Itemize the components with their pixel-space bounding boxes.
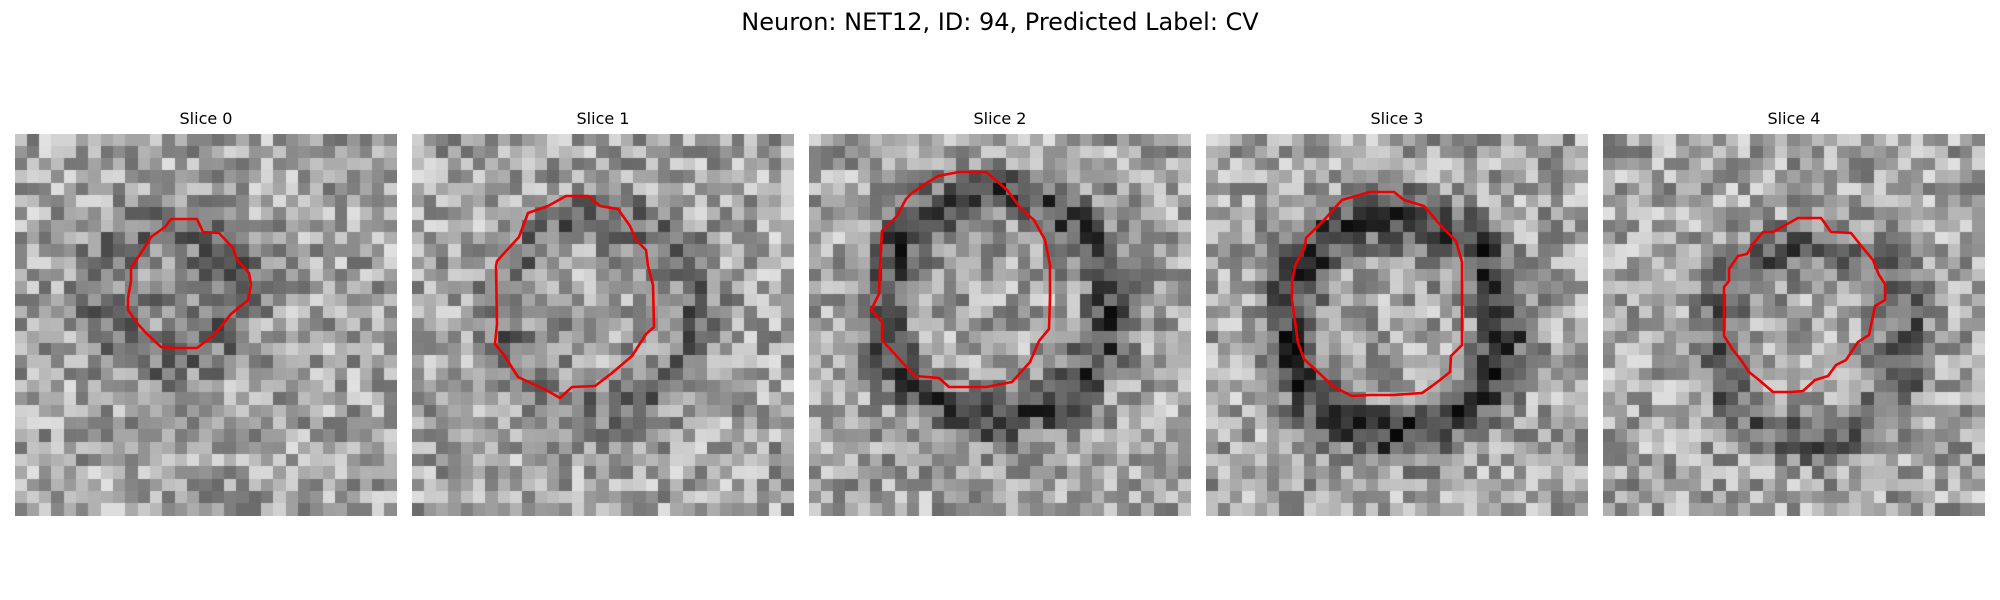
slice-title-0: Slice 0 bbox=[179, 109, 233, 128]
slice-image-4 bbox=[1603, 134, 1985, 516]
slice-title-4: Slice 4 bbox=[1767, 109, 1821, 128]
slice-outline-2 bbox=[869, 170, 1052, 389]
slice-title-2: Slice 2 bbox=[973, 109, 1027, 128]
figure-title: Neuron: NET12, ID: 94, Predicted Label: … bbox=[741, 8, 1259, 36]
slice-image-0 bbox=[15, 134, 397, 516]
slice-image-1 bbox=[412, 134, 794, 516]
slice-outline-0 bbox=[126, 217, 253, 350]
slice-image-3 bbox=[1206, 134, 1588, 516]
slice-outline-3 bbox=[1290, 190, 1464, 398]
slice-title-1: Slice 1 bbox=[576, 109, 630, 128]
slice-outline-4 bbox=[1722, 216, 1887, 394]
slice-title-3: Slice 3 bbox=[1370, 109, 1424, 128]
slice-image-2 bbox=[809, 134, 1191, 516]
slice-outline-1 bbox=[493, 194, 656, 400]
